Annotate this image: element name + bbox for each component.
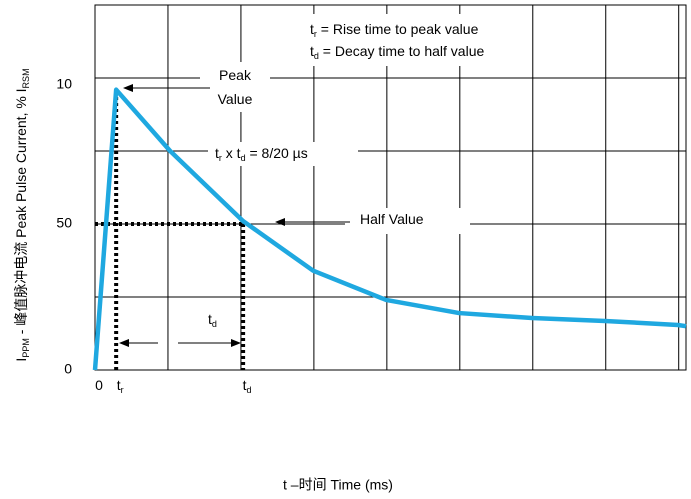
annotation: td [208,311,217,330]
annotation-part: t [208,311,212,327]
legend-note-part: t [310,21,314,37]
annotation-part: Peak [219,67,252,83]
annotation: Peak [219,67,252,83]
annotation-part: d [212,319,217,329]
label-bg [208,142,358,166]
y-tick-label: 0 [64,361,72,377]
x-tick-label: 0 [95,377,103,393]
waveform [92,87,687,371]
label-bg [200,62,270,112]
x-tick-label-part: t [243,377,247,393]
annotation: Half Value [360,211,424,227]
annotation-part: t [215,145,219,161]
plot-frame [94,4,687,371]
legend-note-part: d [314,51,319,61]
annotation-part: Half Value [360,211,424,227]
legend-note: td = Decay time to half value [310,43,484,62]
label-bg [198,308,232,332]
x-axis-label: t –时间 Time (ms) [283,477,393,493]
y-axis-label: IPPM - 峰值脉冲电流 Peak Pulse Current, % IRSM [13,68,32,361]
annotation-part: = 8/20 µs [246,145,308,161]
x-tick-label: td [243,377,252,396]
annotation: tr x td = 8/20 µs [215,145,308,164]
y-axis-label-part: I [13,358,29,362]
annotation-part: d [241,153,246,163]
y-axis-label-part: PPM [21,338,31,358]
label-bg [300,14,530,66]
annotation-part: r [219,153,222,163]
x-tick-label-part: t [117,377,121,393]
annotation-part: Value [218,91,253,107]
x-tick-label: tr [117,377,124,396]
label-bg [345,208,470,234]
legend-note-part: t [310,43,314,59]
annotation-part: x t [222,145,241,161]
y-axis-label-part: - 峰值脉冲电流 Peak Pulse Current, % I [13,88,29,338]
x-tick-label-part: d [247,385,252,395]
y-tick-label: 50 [56,215,72,231]
x-tick-label-part: 0 [95,377,103,393]
legend-note-part: = Decay time to half value [319,43,485,59]
legend-note-part: r [314,29,317,39]
x-tick-label-part: r [121,385,124,395]
annotation: Value [218,91,253,107]
legend-note-part: = Rise time to peak value [317,21,479,37]
y-axis-label-part: RSM [21,68,31,88]
y-tick-label: 10 [56,76,72,92]
legend-note: tr = Rise time to peak value [310,21,479,40]
